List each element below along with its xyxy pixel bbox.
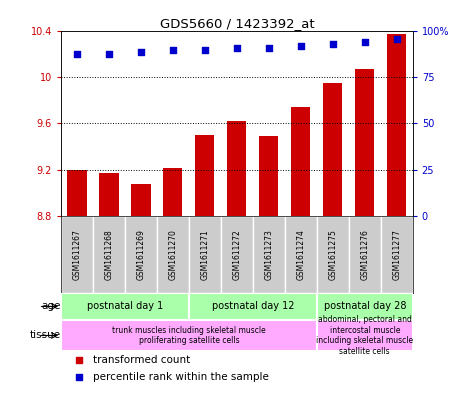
Text: abdominal, pectoral and
intercostal muscle
including skeletal muscle
satellite c: abdominal, pectoral and intercostal musc… — [316, 315, 413, 356]
Bar — [355, 70, 374, 215]
Bar — [291, 107, 310, 215]
Point — [169, 47, 177, 53]
Text: GSM1611274: GSM1611274 — [296, 229, 305, 280]
Bar — [259, 136, 279, 215]
Text: GSM1611273: GSM1611273 — [265, 229, 273, 280]
Bar — [253, 215, 285, 293]
Text: tissue: tissue — [30, 331, 61, 340]
Bar — [93, 215, 125, 293]
Text: postnatal day 1: postnatal day 1 — [87, 301, 163, 311]
Bar — [317, 215, 349, 293]
Bar — [61, 215, 93, 293]
Bar — [349, 215, 381, 293]
Bar — [163, 168, 182, 215]
Text: GSM1611277: GSM1611277 — [392, 229, 401, 280]
Point — [329, 41, 337, 48]
Text: trunk muscles including skeletal muscle
proliferating satellite cells: trunk muscles including skeletal muscle … — [112, 326, 266, 345]
Bar — [195, 135, 214, 215]
Text: GSM1611276: GSM1611276 — [360, 229, 369, 280]
Text: postnatal day 12: postnatal day 12 — [212, 301, 294, 311]
Bar — [221, 215, 253, 293]
Point — [393, 36, 401, 42]
Point — [75, 356, 83, 363]
Bar — [381, 215, 413, 293]
Text: GSM1611269: GSM1611269 — [136, 229, 145, 280]
Point — [73, 50, 81, 57]
Bar — [68, 169, 87, 215]
Bar — [61, 293, 189, 320]
Bar — [189, 215, 221, 293]
Point — [105, 50, 113, 57]
Bar — [61, 320, 317, 351]
Point — [361, 39, 369, 46]
Text: GSM1611272: GSM1611272 — [232, 229, 242, 280]
Bar — [189, 293, 317, 320]
Bar — [387, 34, 406, 215]
Bar — [125, 215, 157, 293]
Text: GSM1611267: GSM1611267 — [72, 229, 82, 280]
Text: percentile rank within the sample: percentile rank within the sample — [92, 372, 268, 382]
Point — [201, 47, 209, 53]
Bar — [285, 215, 317, 293]
Point — [137, 49, 144, 55]
Text: GSM1611275: GSM1611275 — [328, 229, 337, 280]
Bar — [317, 293, 413, 320]
Bar — [227, 121, 246, 215]
Point — [233, 45, 241, 51]
Point — [297, 43, 304, 49]
Bar — [157, 215, 189, 293]
Title: GDS5660 / 1423392_at: GDS5660 / 1423392_at — [159, 17, 314, 30]
Bar — [99, 173, 119, 215]
Bar — [317, 320, 413, 351]
Point — [75, 373, 83, 380]
Text: postnatal day 28: postnatal day 28 — [324, 301, 406, 311]
Bar — [323, 83, 342, 215]
Text: GSM1611271: GSM1611271 — [200, 229, 209, 280]
Point — [265, 45, 272, 51]
Text: age: age — [42, 301, 61, 311]
Bar — [131, 184, 151, 215]
Text: GSM1611270: GSM1611270 — [168, 229, 177, 280]
Text: GSM1611268: GSM1611268 — [105, 229, 113, 280]
Text: transformed count: transformed count — [92, 355, 190, 365]
